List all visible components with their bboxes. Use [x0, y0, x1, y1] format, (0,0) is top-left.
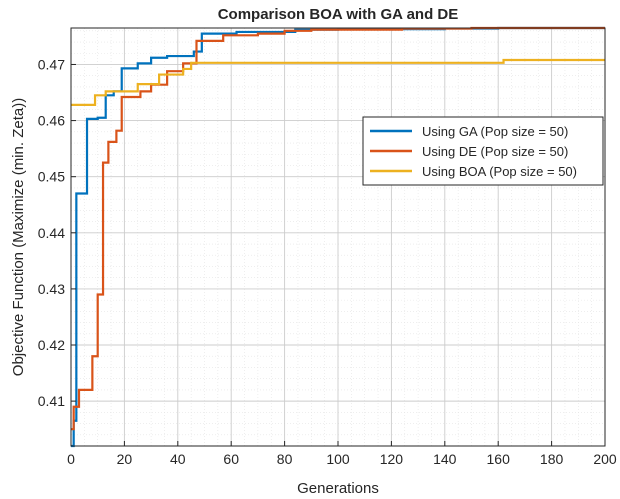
- x-tick-label: 180: [540, 451, 564, 467]
- y-tick-label: 0.44: [38, 225, 65, 241]
- y-axis-ticks: 0.41 0.42 0.43 0.44 0.45 0.46 0.47: [38, 56, 76, 409]
- legend-label-ga: Using GA (Pop size = 50): [422, 124, 568, 139]
- y-tick-label: 0.41: [38, 393, 65, 409]
- series-layer: [71, 26, 605, 448]
- y-tick-label: 0.45: [38, 169, 65, 185]
- legend-label-boa: Using BOA (Pop size = 50): [422, 164, 577, 179]
- x-tick-label: 140: [433, 451, 457, 467]
- x-tick-label: 20: [117, 451, 133, 467]
- x-axis-ticks: 0 20 40 60 80 100 120 140 160 180 200: [67, 441, 617, 467]
- y-tick-label: 0.42: [38, 337, 65, 353]
- y-tick-label: 0.43: [38, 281, 65, 297]
- x-tick-label: 200: [593, 451, 617, 467]
- x-tick-label: 80: [277, 451, 293, 467]
- x-axis-label: Generations: [297, 480, 379, 497]
- x-tick-label: 120: [380, 451, 404, 467]
- y-tick-label: 0.47: [38, 56, 65, 72]
- y-tick-label: 0.46: [38, 113, 65, 129]
- legend-label-de: Using DE (Pop size = 50): [422, 144, 568, 159]
- series-line-boa: [71, 58, 605, 106]
- x-tick-label: 0: [67, 451, 75, 467]
- x-tick-label: 100: [326, 451, 350, 467]
- y-axis-label: Objective Function (Maximize (min. Zeta)…: [10, 98, 27, 376]
- x-tick-label: 60: [223, 451, 239, 467]
- x-tick-label: 40: [170, 451, 186, 467]
- x-tick-label: 160: [487, 451, 511, 467]
- legend: Using GA (Pop size = 50) Using DE (Pop s…: [362, 116, 604, 186]
- chart-title: Comparison BOA with GA and DE: [218, 6, 459, 23]
